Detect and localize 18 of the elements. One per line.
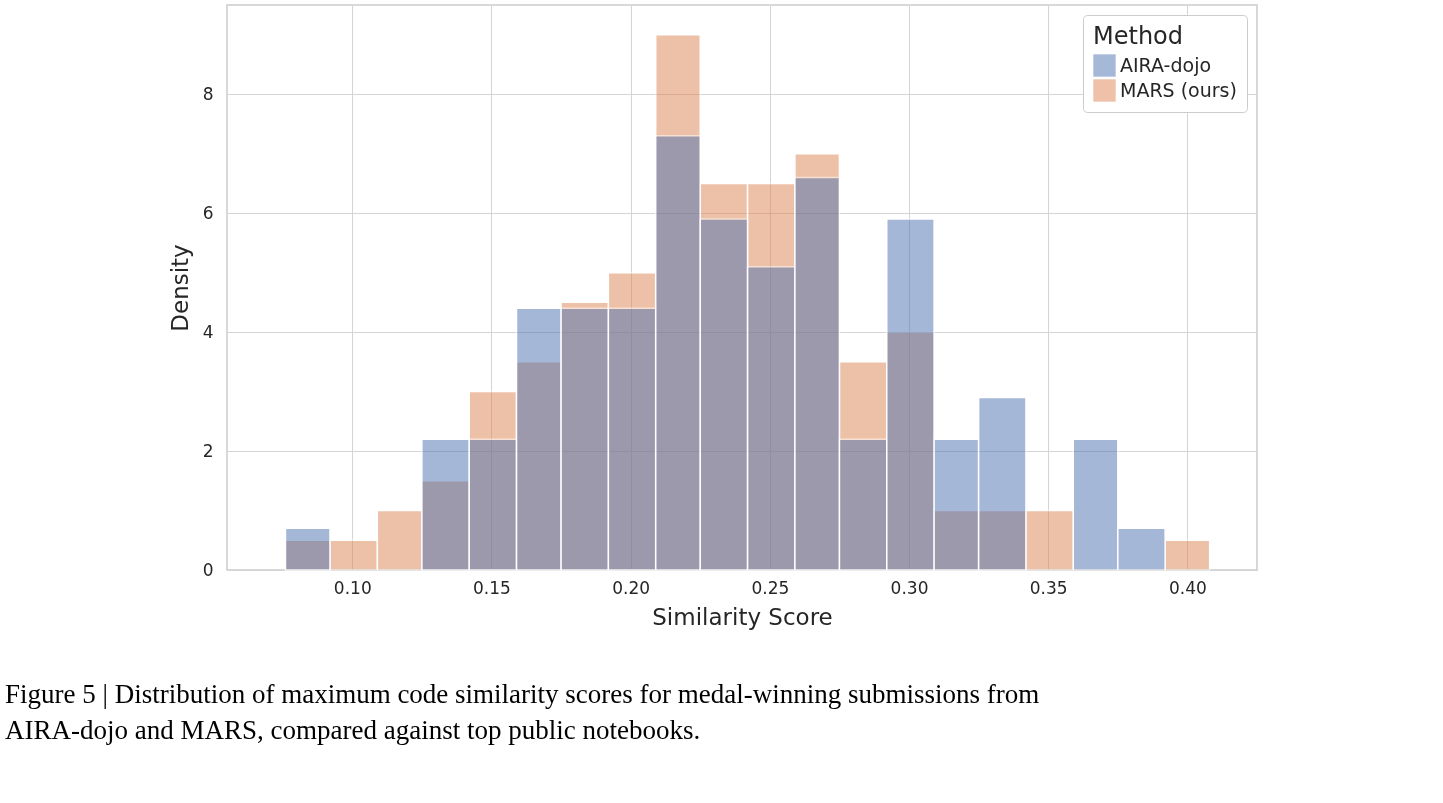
y-tick-label: 4 [202,321,214,342]
legend-label: AIRA-dojo [1120,53,1212,76]
x-tick-label: 0.20 [612,577,651,598]
x-tick-label: 0.25 [751,577,790,598]
x-axis-title: Similarity Score [652,603,833,630]
y-tick-label: 2 [202,440,214,461]
y-tick-label: 0 [202,559,214,580]
caption: Figure 5 | Distribution of maximum code similarity scores for medal-winning submissions from AIRA-dojo and MARS, compared against top public notebooks. [5,679,1040,745]
legend-title: Method [1093,22,1184,50]
x-tick-label: 0.40 [1168,577,1207,598]
x-tick-label: 0.10 [333,577,372,598]
x-tick-label: 0.15 [473,577,511,598]
x-tick-label: 0.30 [890,577,929,598]
legend-label: MARS (ours) [1120,78,1237,101]
y-axis-title: Density [166,244,193,332]
y-tick-label: 6 [202,202,214,223]
y-tick-label: 8 [202,83,214,104]
x-tick-label: 0.35 [1029,577,1068,598]
